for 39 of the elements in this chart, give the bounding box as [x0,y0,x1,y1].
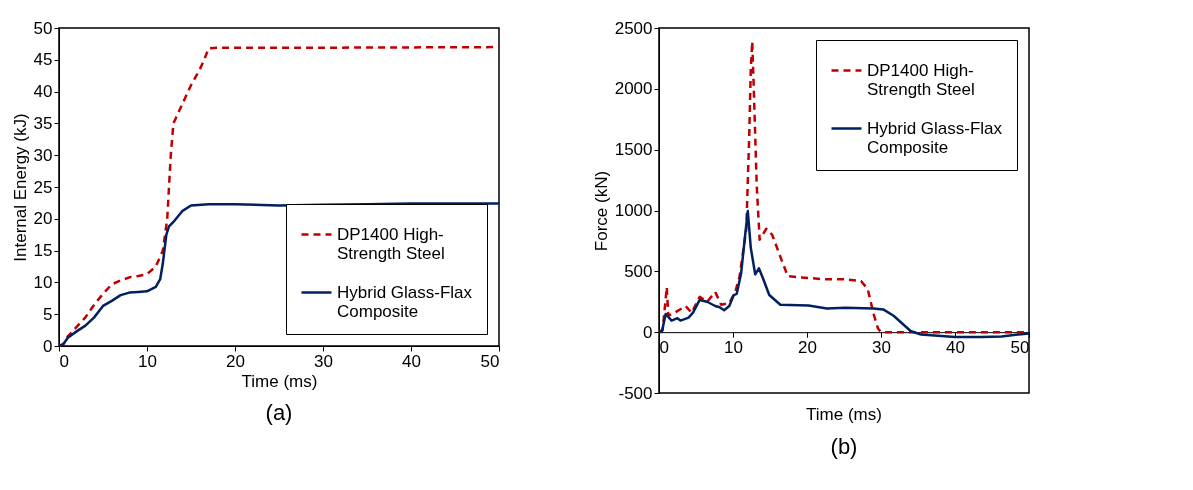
legend-label: Hybrid Glass-Flax Composite [867,118,1003,157]
y-tick-label: 0 [643,322,653,342]
y-tick-label: 45 [33,50,53,70]
y-axis-title: Internal Energy (kJ) [10,113,30,262]
y-tick-label: 5 [43,304,53,324]
y-tick-label: 2500 [614,18,653,38]
x-tick-label: 40 [946,337,965,357]
legend-label: DP1400 High-Strength Steel [867,60,975,99]
x-axis-title: Time (ms) [241,371,318,391]
text: (b) [830,434,858,459]
legend-label: Hybrid Glass-Flax Composite [337,282,473,321]
y-tick-label: 35 [33,113,53,133]
x-tick-label: 0 [659,337,669,357]
x-tick-label: 10 [724,337,743,357]
y-tick-label: 25 [33,177,53,197]
x-tick-label: 0 [59,351,69,371]
y-tick-label: 500 [624,261,653,281]
y-tick-label: 1000 [614,201,653,220]
x-axis-title: Time (ms) [806,405,882,424]
y-tick-label: 10 [33,272,53,292]
x-tick-label: 10 [138,351,157,371]
y-tick-label: 50 [33,18,53,38]
y-tick-label: -500 [618,383,653,403]
y-tick-label: 20 [33,209,53,229]
x-tick-label: 20 [798,337,817,357]
legend-label: DP1400 High-Strength Steel [337,224,445,263]
y-tick-label: 30 [33,145,53,165]
x-tick-label: 20 [226,351,245,371]
x-tick-label: 30 [872,337,891,357]
y-tick-label: 15 [33,241,53,261]
line-series [657,209,1031,339]
x-tick-label: 30 [314,351,333,371]
x-tick-label: 50 [480,351,500,371]
y-tick-label: 2000 [614,79,653,99]
y-tick-label: 40 [33,82,53,102]
x-tick-label: 40 [402,351,421,371]
text: (a) [265,400,293,425]
y-tick-label: 1500 [614,140,653,160]
y-axis-title: Force (kN) [591,170,611,252]
